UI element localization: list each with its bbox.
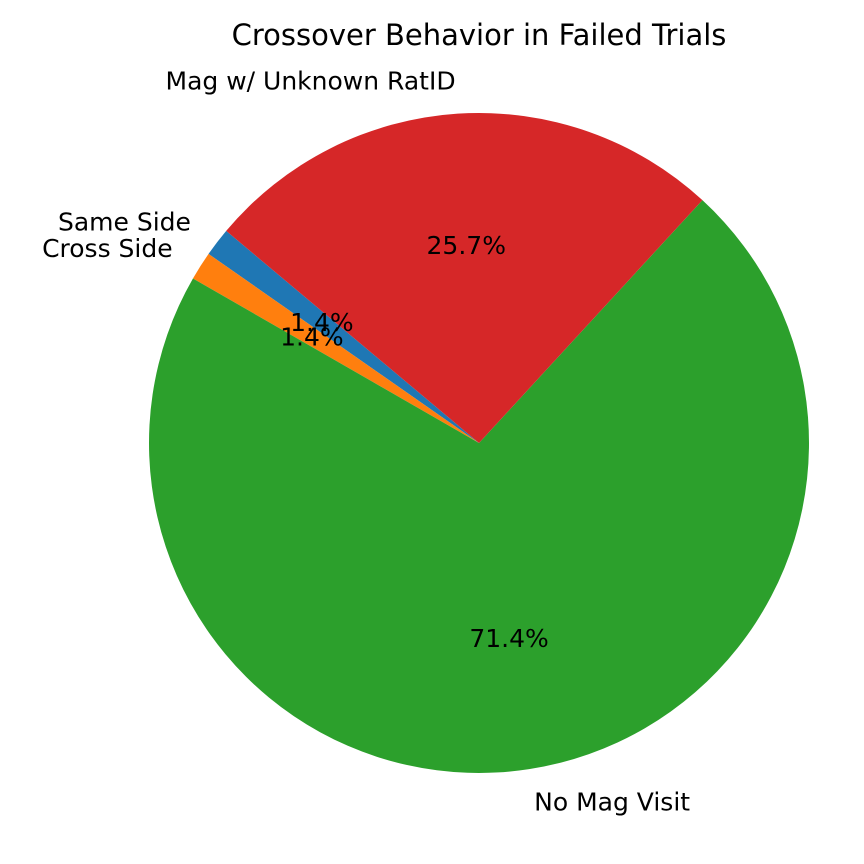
slice-label-no-mag-visit: No Mag Visit — [534, 787, 690, 816]
pct-label-cross-side: 1.4% — [280, 322, 344, 351]
pct-label-same-side: 1.4% — [290, 308, 354, 337]
pie-slice-no-mag-visit — [149, 200, 809, 773]
pie-slice-cross-side — [192, 253, 480, 443]
pie-slices — [149, 112, 809, 773]
slice-label-mag-w-unknown-ratid: Mag w/ Unknown RatID — [166, 66, 456, 95]
pie-slice-mag-w-unknown-ratid — [226, 112, 703, 443]
pct-label-no-mag-visit: 71.4% — [469, 624, 548, 653]
pie-labels: Same Side 1.4% Cross Side 1.4% No Mag Visit 7… — [42, 66, 690, 816]
pct-label-mag-w-unknown-ratid: 25.7% — [427, 231, 506, 260]
slice-label-same-side: Same Side — [58, 208, 191, 237]
pie-slice-same-side — [208, 230, 479, 443]
slice-label-cross-side: Cross Side — [42, 234, 173, 263]
chart-title: Crossover Behavior in Failed Trials — [232, 18, 727, 52]
